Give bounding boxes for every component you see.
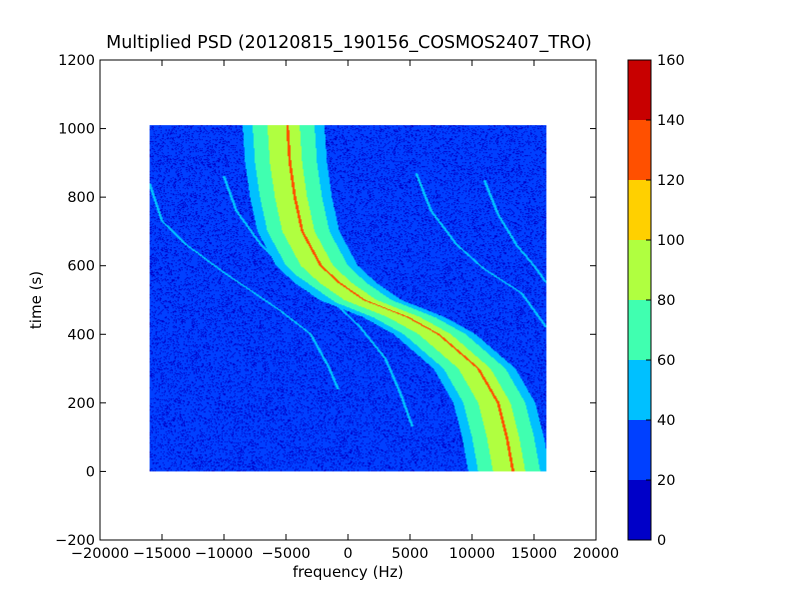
x-tick-label: −5000 (261, 546, 310, 562)
colorbar-segment (628, 300, 651, 360)
heatmap-image (149, 125, 547, 472)
y-tick-label: 0 (86, 464, 95, 480)
colorbar-segment (628, 360, 651, 420)
y-tick-label: 200 (67, 396, 95, 412)
x-tick-label: 15000 (511, 546, 557, 562)
colorbar-segment (628, 480, 651, 540)
colorbar: 0 20 40 60 80 100 120 140 160 (627, 53, 685, 549)
y-tick-label: 1200 (58, 53, 95, 69)
colorbar-tick-label: 160 (657, 53, 685, 69)
colorbar-tick-label: 140 (657, 113, 685, 129)
x-axis-ticks: −20000 −15000 −10000 −5000 0 5000 10000 15000 20… (71, 60, 619, 562)
colorbar-segment (628, 240, 651, 300)
y-axis-label: time (s) (27, 271, 45, 329)
y-tick-label: 1000 (58, 122, 95, 138)
chart-title: Multiplied PSD (20120815_190156_COSMOS24… (106, 33, 592, 53)
y-axis-ticks: −200 0 200 400 600 800 1000 1200 (55, 53, 596, 549)
colorbar-tick-label: 100 (657, 233, 685, 249)
x-tick-label: 20000 (573, 546, 619, 562)
x-axis-label: frequency (Hz) (293, 563, 404, 581)
colorbar-segment (628, 180, 651, 240)
colorbar-segment (628, 420, 651, 480)
colorbar-tick-label: 80 (657, 293, 675, 309)
colorbar-tick-label: 20 (657, 473, 675, 489)
x-tick-label: 0 (343, 546, 352, 562)
y-tick-label: 400 (67, 327, 95, 343)
colorbar-tick-label: 120 (657, 173, 685, 189)
colorbar-segment (628, 60, 651, 120)
x-tick-label: −15000 (133, 546, 191, 562)
x-tick-label: −10000 (195, 546, 253, 562)
x-tick-label: 10000 (449, 546, 495, 562)
x-tick-label: −20000 (71, 546, 129, 562)
y-tick-label: 600 (67, 259, 95, 275)
colorbar-tick-label: 40 (657, 413, 675, 429)
y-tick-label: 800 (67, 190, 95, 206)
colorbar-tick-label: 0 (657, 533, 666, 549)
colorbar-segment (628, 120, 651, 180)
plot-area: −20000 −15000 −10000 −5000 0 5000 10000 15000 20… (55, 53, 619, 562)
y-tick-label: −200 (55, 533, 95, 549)
colorbar-tick-label: 60 (657, 353, 675, 369)
x-tick-label: 5000 (392, 546, 429, 562)
